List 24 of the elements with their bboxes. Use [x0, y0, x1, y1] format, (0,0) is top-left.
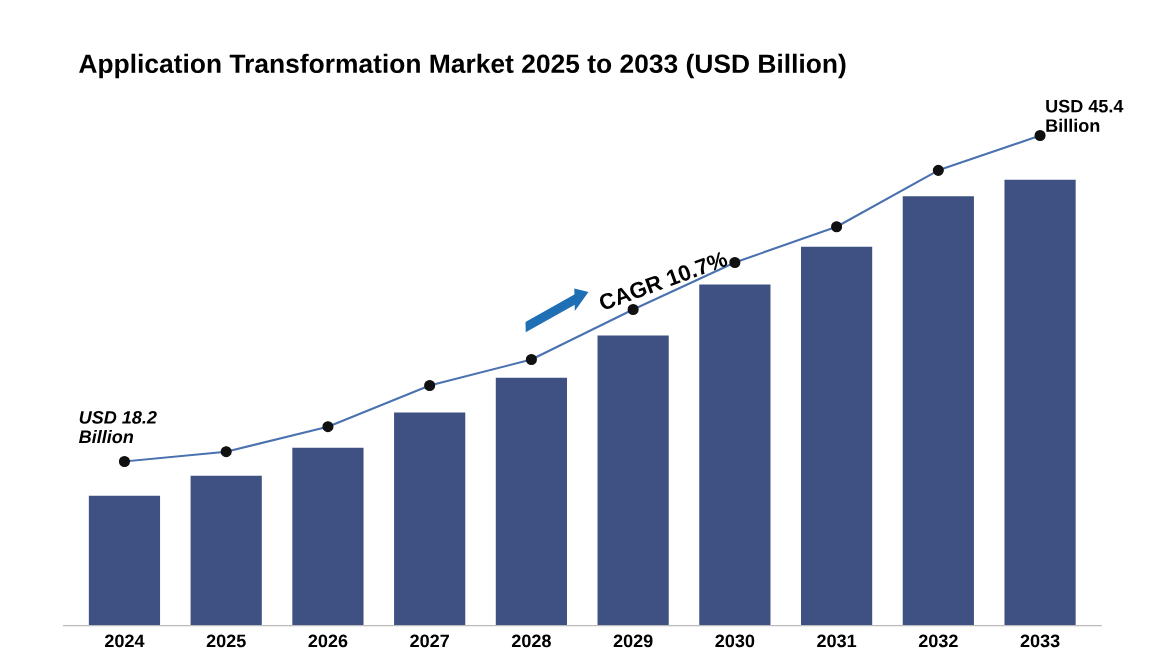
bar: [699, 284, 771, 626]
bar: [190, 475, 262, 626]
x-tick-label: 2024: [105, 634, 145, 648]
x-tick-label: 2028: [511, 634, 551, 648]
annotation: CAGR 10.7%: [597, 250, 729, 311]
x-tick-label: 2026: [308, 634, 348, 648]
x-tick-label: 2032: [918, 634, 958, 648]
x-tick-label: 2031: [817, 634, 857, 648]
bar: [292, 447, 364, 626]
annotation: USD 18.2 Billion: [78, 410, 157, 444]
bar: [394, 412, 466, 626]
annotation: USD 45.4 Billion: [1046, 99, 1124, 132]
bar: [801, 246, 873, 626]
x-tick-label: 2033: [1020, 634, 1060, 648]
bar: [1004, 179, 1076, 626]
chart-title: Application Transformation Market 2025 to 2033 (USD Billion): [79, 53, 846, 79]
x-tick-label: 2025: [206, 634, 246, 648]
bar: [902, 196, 974, 626]
bar: [495, 377, 567, 626]
x-tick-label: 2030: [715, 634, 755, 648]
x-tick-label: 2027: [410, 634, 449, 648]
x-tick-label: 2029: [613, 634, 653, 648]
bar: [88, 495, 161, 626]
bar: [597, 335, 669, 626]
